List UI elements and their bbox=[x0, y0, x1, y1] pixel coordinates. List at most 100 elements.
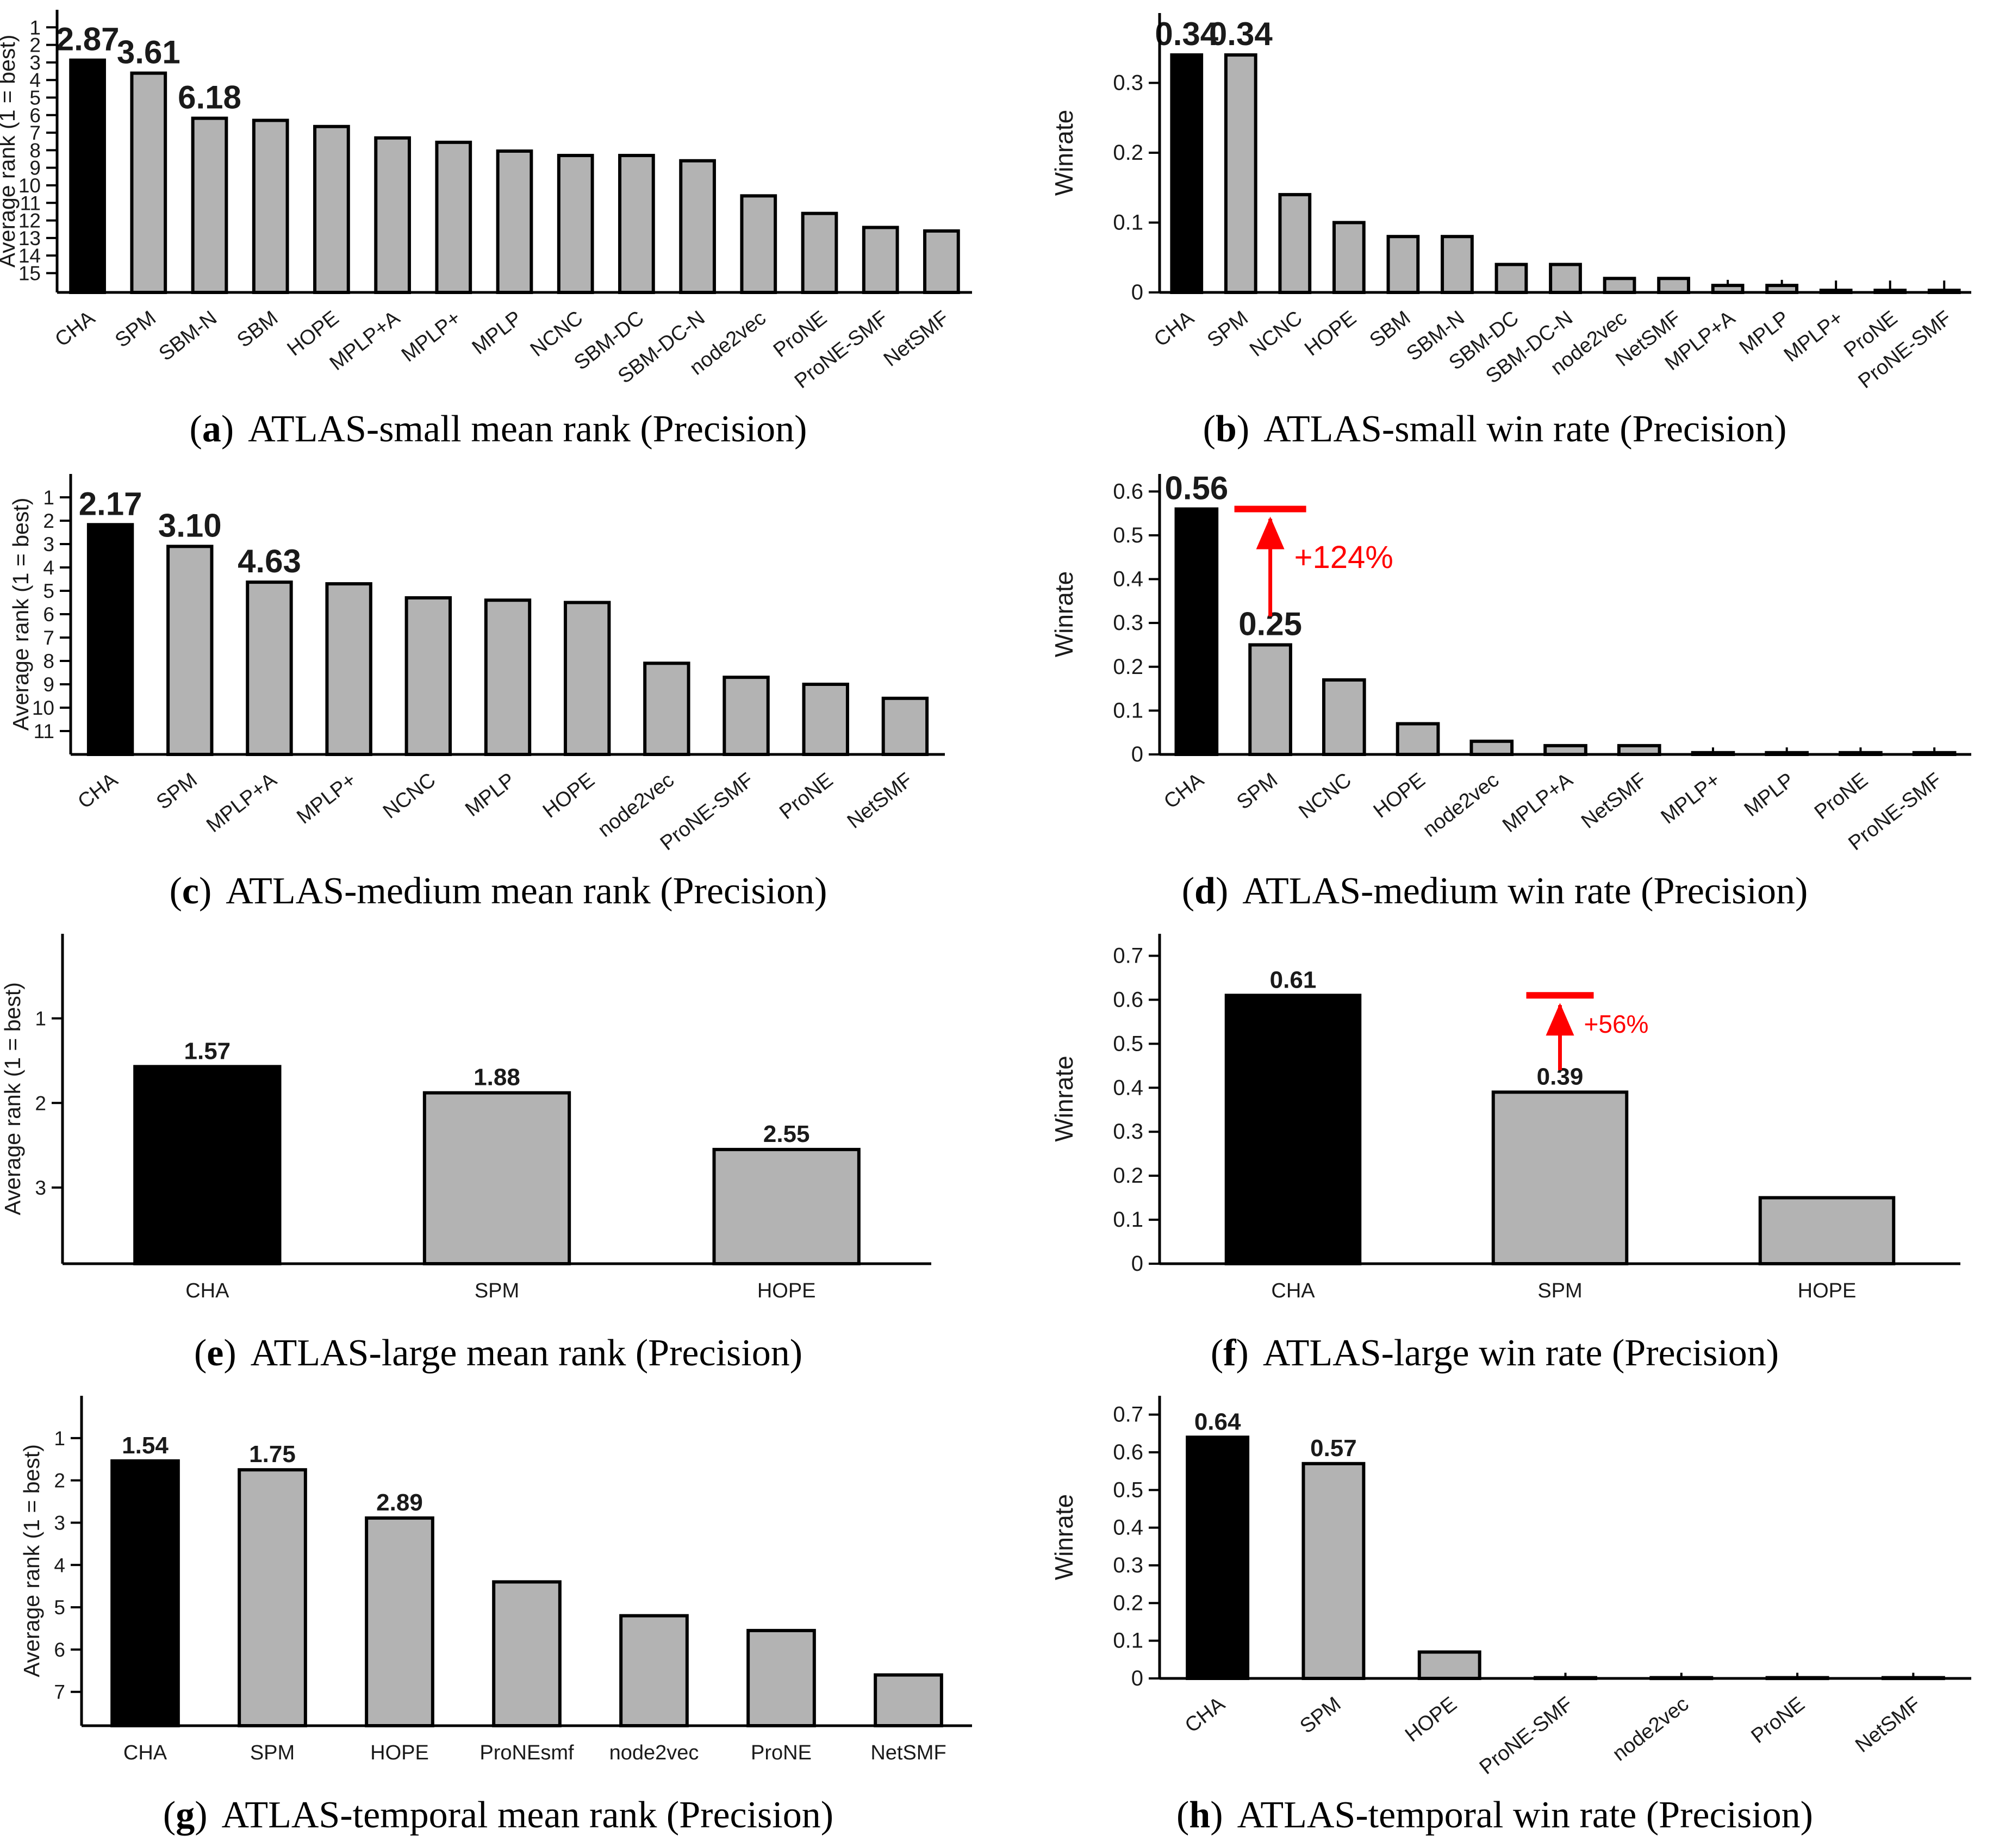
y-tick-label: 11 bbox=[34, 720, 54, 742]
x-tick-label-ProNE: ProNE bbox=[751, 1741, 812, 1764]
y-tick-label: 14 bbox=[18, 245, 41, 267]
y-axis-title: Winrate bbox=[1050, 1494, 1078, 1580]
bar-HOPE bbox=[365, 1516, 434, 1727]
panel-f: 0.61 0.39 +56% 0 0.1 0.2 0.3 0.4 0.5 0.6 0.7 Winrat… bbox=[996, 924, 1993, 1386]
x-tick-label-SPM: SPM bbox=[250, 1741, 295, 1764]
x-tick-label-MPLP+: MPLP+ bbox=[397, 307, 465, 366]
x-tick-label-CHA: CHA bbox=[123, 1741, 167, 1764]
y-axis-title: Average rank (1 = best) bbox=[0, 982, 25, 1215]
y-tick-label: 0.3 bbox=[1113, 1120, 1143, 1144]
x-tick-label-HOPE: HOPE bbox=[1401, 1693, 1461, 1746]
chart-g-svg: 1.54 1.75 2.89 1 2 3 4 5 6 7 Average rank (1 = bes… bbox=[19, 1396, 972, 1764]
x-tick-label-MPLP+A: MPLP+A bbox=[202, 769, 281, 837]
axes: 0 0.1 0.2 0.3 bbox=[1113, 13, 1971, 304]
bar-CHA bbox=[69, 58, 106, 295]
caption-c-letter: c bbox=[182, 870, 199, 912]
y-axis-title: Winrate bbox=[1050, 1056, 1078, 1141]
bars bbox=[1170, 53, 1961, 295]
bar-SBM bbox=[1386, 235, 1420, 295]
y-tick-label: 3 bbox=[43, 533, 54, 555]
value-label-SPM: 3.10 bbox=[158, 507, 222, 544]
annotation-arrow: +124% bbox=[1234, 505, 1393, 617]
y-tick-label: 0.7 bbox=[1113, 944, 1143, 967]
value-label-CHA: 0.56 bbox=[1164, 470, 1228, 507]
x-tick-label-HOPE: HOPE bbox=[1300, 307, 1361, 360]
caption-b-close: ) bbox=[1236, 408, 1250, 450]
bar-NetSMF bbox=[1657, 277, 1690, 294]
y-tick-label: 8 bbox=[43, 650, 54, 672]
caption-f-close: ) bbox=[1236, 1332, 1249, 1374]
value-label-CHA: 2.87 bbox=[56, 21, 120, 58]
x-tick-label-NetSMF: NetSMF bbox=[870, 1741, 946, 1764]
value-label-CHA: 1.54 bbox=[122, 1432, 169, 1459]
bar-ProNE-SMF bbox=[723, 676, 770, 756]
caption-e-letter: e bbox=[207, 1332, 224, 1374]
annotation-arrowhead bbox=[1256, 516, 1285, 550]
axes: 0 0.1 0.2 0.3 0.4 0.5 0.6 bbox=[1113, 474, 1971, 766]
y-axis-title: Average rank (1 = best) bbox=[8, 498, 33, 731]
value-label-MPLP+A: 4.63 bbox=[238, 543, 301, 579]
panel-d: 0.56 0.25 +124% 0 0.1 0.2 0.3 0.4 0.5 0.6 Winrate C… bbox=[996, 462, 1993, 924]
chart-e-svg: 1.57 1.88 2.55 1 2 3 Average rank (1 = best) CH… bbox=[0, 934, 931, 1302]
x-tick-label-node2vec: node2vec bbox=[609, 1741, 699, 1764]
value-label-CHA: 1.57 bbox=[184, 1038, 231, 1064]
x-tick-label-SPM: SPM bbox=[152, 769, 202, 814]
caption-h: (h) ATLAS-temporal win rate (Precision) bbox=[996, 1783, 1993, 1848]
x-tick-label-NetSMF: NetSMF bbox=[843, 769, 917, 833]
y-tick-label: 15 bbox=[18, 262, 41, 284]
caption-h-letter: h bbox=[1189, 1794, 1211, 1836]
chart-d-svg: 0.560.25+124%00.10.20.30.40.50.6WinrateC… bbox=[1050, 470, 1971, 855]
annotation-arrowhead bbox=[1546, 1003, 1574, 1036]
bar-NCNC bbox=[1322, 678, 1366, 756]
x-tick-label-NetSMF: NetSMF bbox=[880, 307, 954, 371]
bar-HOPE bbox=[313, 124, 350, 294]
chart-atlas-medium-win-rate: 0.56 0.25 +124% 0 0.1 0.2 0.3 0.4 0.5 0.6 Winrate C… bbox=[996, 462, 1993, 859]
x-tick-label-NCNC: NCNC bbox=[379, 769, 440, 823]
caption-f-letter: f bbox=[1223, 1332, 1236, 1374]
bars bbox=[1186, 1435, 1945, 1681]
x-tick-label-MPLP+A: MPLP+A bbox=[1498, 769, 1577, 837]
chart-atlas-small-win-rate: 0.34 0.34 0 0.1 0.2 0.3 Winrate CHA SPM NCNC HOPE S… bbox=[996, 0, 1993, 397]
bar-SPM bbox=[422, 1091, 571, 1265]
y-tick-label: 0.4 bbox=[1113, 1076, 1143, 1100]
x-tick-label-ProNE-SMF: ProNE-SMF bbox=[1475, 1693, 1577, 1779]
y-tick-label: 10 bbox=[32, 697, 54, 719]
caption-e: (e) ATLAS-large mean rank (Precision) bbox=[0, 1321, 996, 1386]
caption-c-open: ( bbox=[169, 870, 182, 912]
bar-NetSMF bbox=[874, 1673, 943, 1727]
y-tick-label: 12 bbox=[18, 210, 41, 232]
y-tick-label: 9 bbox=[29, 157, 41, 179]
value-label-HOPE: 2.89 bbox=[376, 1489, 423, 1516]
x-tick-label-ProNEsmf: ProNEsmf bbox=[479, 1741, 574, 1764]
x-tick-label-ProNE: ProNE bbox=[1747, 1693, 1809, 1748]
bar-ProNEsmf bbox=[492, 1580, 562, 1727]
x-tick-label-CHA: CHA bbox=[51, 307, 100, 352]
caption-d-close: ) bbox=[1215, 870, 1229, 912]
bar-SBM-DC-N bbox=[679, 159, 716, 294]
chart-f-svg: 0.610.39+56%00.10.20.30.40.50.60.7Winrat… bbox=[1050, 934, 1960, 1302]
caption-b-letter: b bbox=[1215, 408, 1237, 450]
bar-CHA bbox=[1174, 507, 1219, 756]
bar-node2vec bbox=[643, 661, 690, 756]
y-tick-label: 0.2 bbox=[1113, 1164, 1143, 1188]
y-tick-label: 2 bbox=[29, 34, 41, 57]
y-tick-label: 5 bbox=[54, 1596, 65, 1619]
caption-d-letter: d bbox=[1194, 870, 1216, 912]
caption-g: (g) ATLAS-temporal mean rank (Precision) bbox=[0, 1783, 996, 1848]
caption-b-open: ( bbox=[1203, 408, 1216, 450]
caption-h-close: ) bbox=[1210, 1794, 1223, 1836]
x-tick-label-MPLP+: MPLP+ bbox=[1780, 307, 1848, 366]
chart-atlas-temporal-win-rate: 0.64 0.57 0 0.1 0.2 0.3 0.4 0.5 0.6 0.7 Winrate CHA… bbox=[996, 1386, 1993, 1783]
y-tick-label: 0.6 bbox=[1113, 1440, 1143, 1464]
x-tick-label-node2vec: node2vec bbox=[1419, 769, 1504, 842]
axes: 0 0.1 0.2 0.3 0.4 0.5 0.6 0.7 bbox=[1113, 934, 1960, 1276]
bar-SPM bbox=[130, 71, 167, 294]
y-tick-label: 7 bbox=[29, 122, 41, 144]
bar-SBM-DC bbox=[1494, 263, 1528, 295]
bar-NetSMF bbox=[881, 696, 929, 756]
y-tick-label: 3 bbox=[35, 1177, 46, 1199]
y-axis-title: Winrate bbox=[1050, 110, 1078, 196]
bar-SBM-DC-N bbox=[1549, 263, 1582, 295]
